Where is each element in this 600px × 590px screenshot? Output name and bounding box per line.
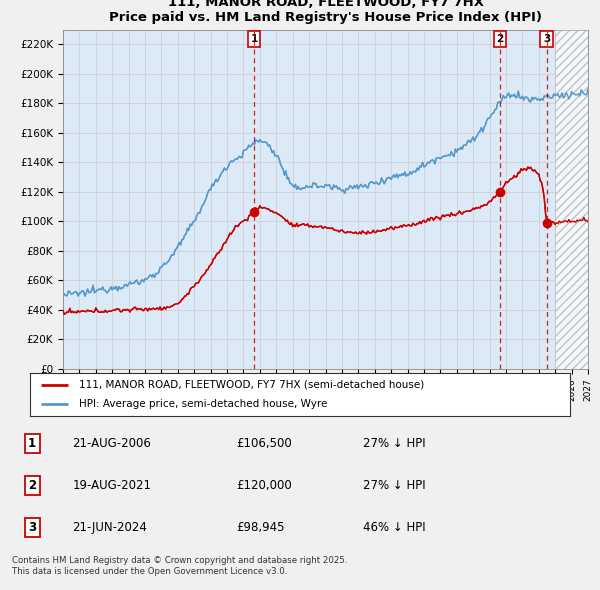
Text: 2: 2 [28, 479, 36, 492]
Text: 1: 1 [28, 437, 36, 450]
Text: £106,500: £106,500 [236, 437, 292, 450]
Text: £120,000: £120,000 [236, 479, 292, 492]
Text: 111, MANOR ROAD, FLEETWOOD, FY7 7HX (semi-detached house): 111, MANOR ROAD, FLEETWOOD, FY7 7HX (sem… [79, 380, 424, 390]
Title: 111, MANOR ROAD, FLEETWOOD, FY7 7HX
Price paid vs. HM Land Registry's House Pric: 111, MANOR ROAD, FLEETWOOD, FY7 7HX Pric… [109, 0, 542, 24]
Text: HPI: Average price, semi-detached house, Wyre: HPI: Average price, semi-detached house,… [79, 399, 327, 409]
Text: Contains HM Land Registry data © Crown copyright and database right 2025.
This d: Contains HM Land Registry data © Crown c… [12, 556, 347, 576]
Text: 46% ↓ HPI: 46% ↓ HPI [364, 521, 426, 534]
Text: 27% ↓ HPI: 27% ↓ HPI [364, 437, 426, 450]
Text: 1: 1 [250, 34, 257, 44]
Text: 2: 2 [496, 34, 503, 44]
Text: 3: 3 [28, 521, 36, 534]
Text: 27% ↓ HPI: 27% ↓ HPI [364, 479, 426, 492]
Text: 21-AUG-2006: 21-AUG-2006 [73, 437, 151, 450]
Text: 21-JUN-2024: 21-JUN-2024 [73, 521, 148, 534]
Text: 3: 3 [543, 34, 550, 44]
Bar [555, 30, 600, 369]
Text: 19-AUG-2021: 19-AUG-2021 [73, 479, 151, 492]
Text: £98,945: £98,945 [236, 521, 285, 534]
